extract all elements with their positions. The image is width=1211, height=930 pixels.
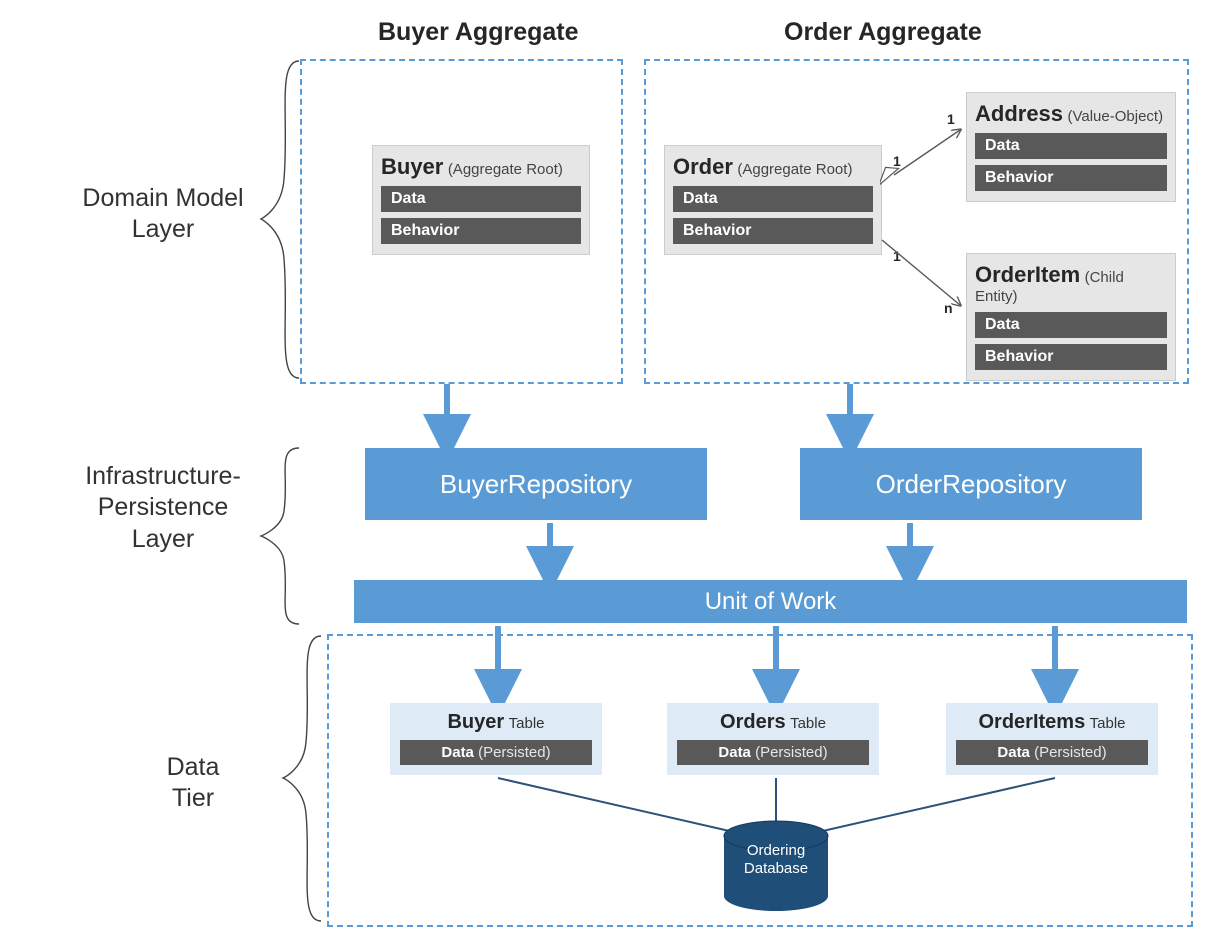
table-buyer-row: Data (Persisted) [400, 740, 592, 765]
table-buyer-title-text: Buyer [447, 711, 504, 733]
table-orders-row-bold: Data [718, 744, 751, 761]
table-orderitems: OrderItems Table Data (Persisted) [946, 703, 1158, 775]
table-buyer-row-bold: Data [441, 744, 474, 761]
table-orders-row-rest: (Persisted) [755, 744, 828, 761]
table-orderitems-row-rest: (Persisted) [1034, 744, 1107, 761]
table-buyer-row-rest: (Persisted) [478, 744, 551, 761]
table-orderitems-subtitle: Table [1090, 715, 1126, 732]
table-orders-title: Orders Table [677, 711, 869, 734]
table-orders-subtitle: Table [790, 715, 826, 732]
database-label: Ordering Database [720, 842, 832, 878]
table-orderitems-title: OrderItems Table [956, 711, 1148, 734]
database-label-line2: Database [720, 860, 832, 878]
table-orderitems-row: Data (Persisted) [956, 740, 1148, 765]
table-buyer-title: Buyer Table [400, 711, 592, 734]
box-order-repository: OrderRepository [800, 448, 1142, 520]
table-buyer-subtitle: Table [509, 715, 545, 732]
table-orders-title-text: Orders [720, 711, 786, 733]
table-orderitems-title-text: OrderItems [978, 711, 1085, 733]
database-label-line1: Ordering [720, 842, 832, 860]
box-buyer-repository: BuyerRepository [365, 448, 707, 520]
table-buyer: Buyer Table Data (Persisted) [390, 703, 602, 775]
table-orders: Orders Table Data (Persisted) [667, 703, 879, 775]
table-orders-row: Data (Persisted) [677, 740, 869, 765]
diagram-canvas: Buyer Aggregate Order Aggregate Domain M… [0, 0, 1211, 930]
table-orderitems-row-bold: Data [997, 744, 1030, 761]
box-unit-of-work: Unit of Work [354, 580, 1187, 623]
